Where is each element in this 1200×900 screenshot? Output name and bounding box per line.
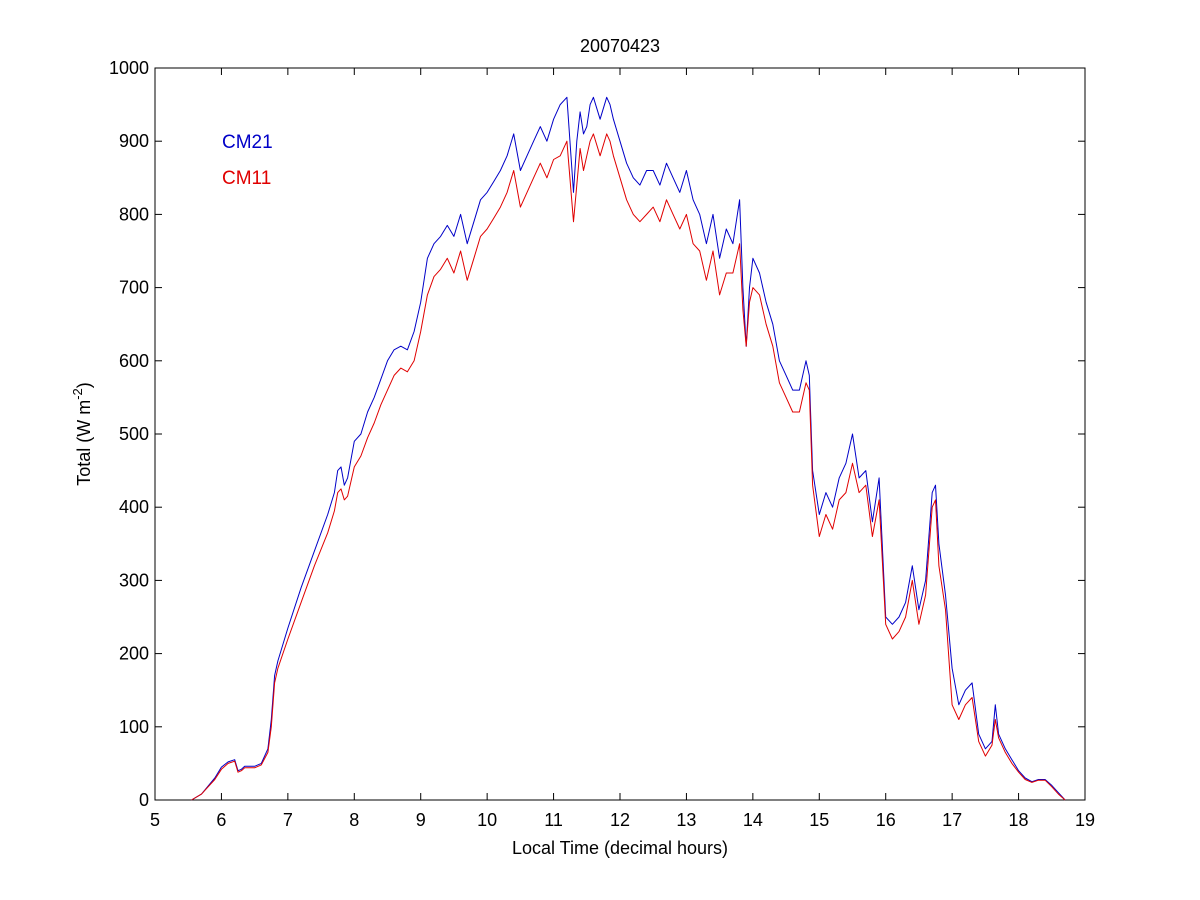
y-tick-label: 100	[119, 717, 149, 737]
x-tick-label: 18	[1009, 810, 1029, 830]
y-tick-label: 0	[139, 790, 149, 810]
x-tick-label: 19	[1075, 810, 1095, 830]
x-tick-label: 10	[477, 810, 497, 830]
x-tick-label: 12	[610, 810, 630, 830]
x-tick-label: 9	[416, 810, 426, 830]
y-tick-label: 700	[119, 278, 149, 298]
y-axis-label-superscript: -2	[70, 388, 85, 400]
plot-area	[154, 67, 1086, 801]
y-tick-label: 300	[119, 570, 149, 590]
x-tick-label: 5	[150, 810, 160, 830]
x-tick-label: 16	[876, 810, 896, 830]
x-tick-label: 13	[676, 810, 696, 830]
x-tick-label: 14	[743, 810, 763, 830]
series-layer	[191, 96, 1066, 801]
x-tick-label: 7	[283, 810, 293, 830]
legend-entry-cm21: CM21	[222, 132, 273, 153]
y-tick-label: 1000	[109, 58, 149, 78]
series-line-cm11	[191, 133, 1066, 801]
y-axis-label-prefix: Total (W m	[74, 400, 94, 486]
x-tick-label: 6	[216, 810, 226, 830]
series-line-cm21	[191, 96, 1066, 801]
chart-title: 20070423	[580, 36, 660, 56]
y-tick-label: 900	[119, 131, 149, 151]
x-tick-label: 11	[544, 810, 563, 830]
y-tick-label: 600	[119, 351, 149, 371]
y-axis-label: Total (W m-2)	[70, 382, 94, 486]
y-tick-label: 500	[119, 424, 149, 444]
y-tick-label: 400	[119, 497, 149, 517]
x-tick-label: 8	[349, 810, 359, 830]
y-tick-label: 800	[119, 204, 149, 224]
x-tick-label: 17	[942, 810, 962, 830]
axis-ticks: 5 6 7 8 9 10 11 12 13 14 15 16 17 18 19 0 100 200 300 400 50…	[109, 58, 1095, 830]
x-tick-label: 15	[809, 810, 829, 830]
y-tick-label: 200	[119, 644, 149, 664]
x-axis-label: Local Time (decimal hours)	[512, 838, 728, 858]
legend-entry-cm11: CM11	[222, 168, 271, 189]
y-axis-label-suffix: )	[74, 382, 94, 388]
